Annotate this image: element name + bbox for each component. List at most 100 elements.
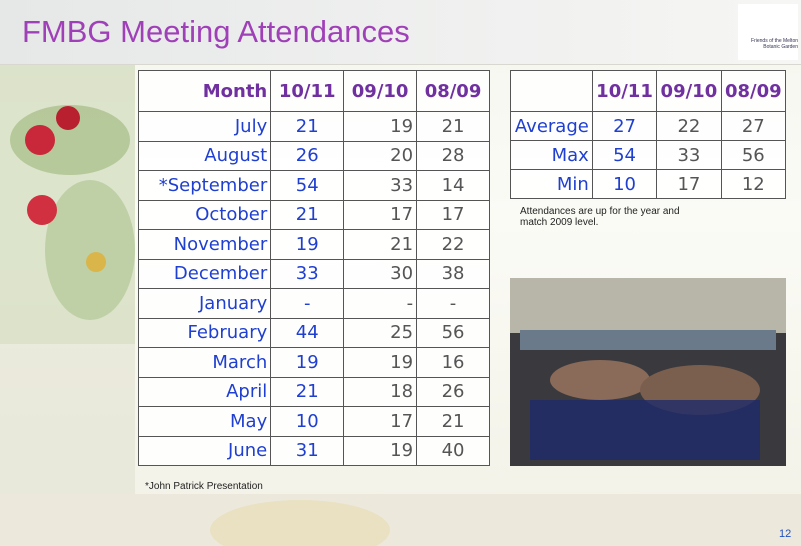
photo-wall: [520, 330, 776, 350]
cell: 19: [344, 348, 417, 378]
title-bar: FMBG Meeting Attendances: [0, 0, 801, 65]
photo-crowd: [550, 360, 650, 400]
cell: 28: [417, 141, 490, 171]
column-header: 09/10: [344, 71, 417, 112]
cell: 21: [271, 377, 344, 407]
row-label: May: [139, 407, 271, 437]
leaf: [45, 180, 135, 320]
cell: 44: [271, 318, 344, 348]
page-number: 12: [779, 528, 791, 540]
row-label: April: [139, 377, 271, 407]
cell: 19: [271, 348, 344, 378]
row-label: February: [139, 318, 271, 348]
row-label: *September: [139, 171, 271, 201]
cell: 56: [417, 318, 490, 348]
cell: 17: [657, 170, 721, 199]
logo-text: Friends of the Melton Botanic Garden: [740, 38, 798, 50]
cell: 18: [344, 377, 417, 407]
row-label: Max: [511, 141, 593, 170]
slide: FMBG Meeting Attendances Friends of the …: [0, 0, 801, 546]
footnote: *John Patrick Presentation: [145, 481, 263, 492]
cell: 19: [344, 112, 417, 142]
cell: 19: [344, 436, 417, 466]
logo: Friends of the Melton Botanic Garden: [738, 4, 798, 60]
cell: 22: [417, 230, 490, 260]
deco-block: [0, 344, 135, 494]
cell: 27: [721, 112, 785, 141]
cell: 33: [657, 141, 721, 170]
cell: 17: [417, 200, 490, 230]
row-label: March: [139, 348, 271, 378]
cell: 40: [417, 436, 490, 466]
row-label: November: [139, 230, 271, 260]
cell: 21: [271, 200, 344, 230]
cell: -: [271, 289, 344, 319]
bottom-band: [0, 494, 801, 546]
row-label: October: [139, 200, 271, 230]
column-header: 09/10: [657, 71, 721, 112]
cell: 21: [417, 112, 490, 142]
cell: 56: [721, 141, 785, 170]
cell: 21: [344, 230, 417, 260]
berry: [25, 125, 55, 155]
cell: 16: [417, 348, 490, 378]
cell: 38: [417, 259, 490, 289]
table-row: May101721: [139, 407, 490, 437]
photo-ceiling: [510, 278, 786, 333]
cell: -: [417, 289, 490, 319]
cell: -: [344, 289, 417, 319]
cell: 17: [344, 407, 417, 437]
row-label: July: [139, 112, 271, 142]
cell: 21: [417, 407, 490, 437]
row-label: Min: [511, 170, 593, 199]
table-row: December333038: [139, 259, 490, 289]
title: FMBG Meeting Attendances: [22, 14, 410, 50]
cell: 17: [344, 200, 417, 230]
cell: 26: [417, 377, 490, 407]
cell: 31: [271, 436, 344, 466]
cell: 33: [344, 171, 417, 201]
column-header: Month: [139, 71, 271, 112]
cell: 21: [271, 112, 344, 142]
table-row: January---: [139, 289, 490, 319]
cell: 19: [271, 230, 344, 260]
row-label: June: [139, 436, 271, 466]
cell: 14: [417, 171, 490, 201]
cell: 10: [271, 407, 344, 437]
column-header: 10/11: [271, 71, 344, 112]
berry: [27, 195, 57, 225]
row-label: January: [139, 289, 271, 319]
berry: [86, 252, 106, 272]
photo-chairs: [530, 400, 760, 460]
note: Attendances are up for the year and matc…: [520, 206, 690, 228]
photo: [510, 278, 786, 466]
cell: 30: [344, 259, 417, 289]
cell: 10: [592, 170, 656, 199]
cell: 54: [271, 171, 344, 201]
column-header: 08/09: [721, 71, 785, 112]
cell: 20: [344, 141, 417, 171]
cell: 54: [592, 141, 656, 170]
cell: 26: [271, 141, 344, 171]
berry: [56, 106, 80, 130]
row-label: December: [139, 259, 271, 289]
cell: 22: [657, 112, 721, 141]
column-header: 08/09: [417, 71, 490, 112]
cell: 12: [721, 170, 785, 199]
table-row: Average272227: [511, 112, 786, 141]
cell: 25: [344, 318, 417, 348]
column-header: 10/11: [592, 71, 656, 112]
corner-cell: [511, 71, 593, 112]
